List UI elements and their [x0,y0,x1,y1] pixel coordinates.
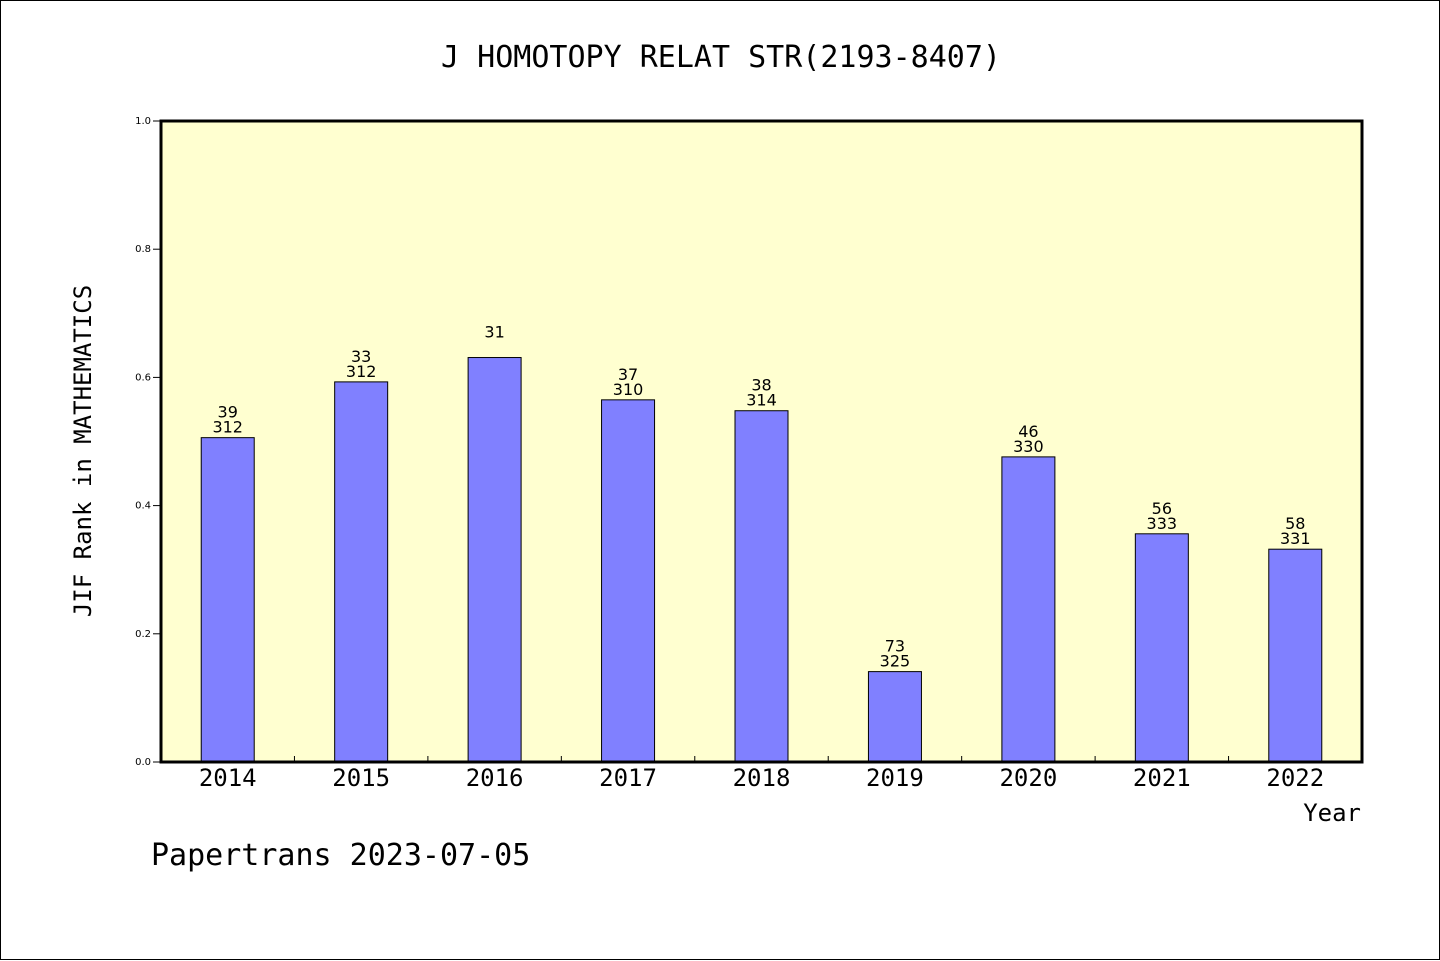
x-axis-ticks: 2014 2015 2016 2017 2018 2019 2020 2021 2022 [199,756,1324,792]
bar-total-label-2020: 330 [1013,437,1044,456]
x-tick-label-2014: 2014 [199,764,257,792]
x-axis-label: Year [1303,799,1361,827]
y-tick-label: 0.8 [135,244,151,255]
y-axis-label: JIF Rank in MATHEMATICS [69,285,97,617]
y-tick-label: 0.2 [135,629,151,640]
x-tick-label-2022: 2022 [1266,764,1324,792]
footer-text: Papertrans 2023-07-05 [151,838,530,873]
bar-2015 [334,381,389,763]
bar-total-label-2019: 325 [880,652,911,671]
y-axis-ticks: 0.0 0.2 0.4 0.6 0.8 1.0 [135,116,161,768]
y-tick-label: 0.0 [135,757,151,768]
bar-2019 [867,671,922,763]
bar-rank-label-2014: 39 [218,403,238,422]
x-tick-label-2020: 2020 [999,764,1057,792]
bar-2021 [1134,533,1189,763]
chart-title: J HOMOTOPY RELAT STR(2193-8407) [441,40,1001,75]
bar-2020 [1001,456,1056,763]
bar-2014 [200,437,255,763]
bar-2016 [467,357,522,763]
bar-total-label-2017: 310 [613,380,644,399]
bar-rank-label-2016: 31 [484,323,504,342]
x-tick-label-2019: 2019 [866,764,924,792]
bar-total-label-2022: 331 [1280,529,1311,548]
bar-total-label-2015: 312 [346,362,377,381]
bar-total-label-2021: 333 [1147,514,1178,533]
bar-rank-label-2019: 73 [885,637,905,656]
x-tick-label-2015: 2015 [332,764,390,792]
x-tick-label-2021: 2021 [1133,764,1191,792]
bar-rank-label-2022: 58 [1285,514,1305,533]
bar-rank-label-2015: 33 [351,347,371,366]
x-tick-label-2016: 2016 [466,764,524,792]
bar-rank-label-2017: 37 [618,365,638,384]
x-tick-label-2018: 2018 [733,764,791,792]
bar-rank-label-2018: 38 [751,376,771,395]
bar-2022 [1268,548,1323,763]
bar-total-label-2014: 312 [212,418,243,437]
y-tick-label: 0.4 [135,501,151,512]
bar-2017 [601,399,656,763]
y-tick-label: 1.0 [135,116,151,127]
bars-group [200,357,1323,763]
bar-rank-label-2021: 56 [1152,499,1172,518]
x-tick-label-2017: 2017 [599,764,657,792]
bar-rank-label-2020: 46 [1018,422,1038,441]
plot-border [159,119,1364,764]
y-tick-label: 0.6 [135,372,151,383]
bar-2018 [734,410,789,763]
bar-total-label-2018: 314 [746,391,777,410]
